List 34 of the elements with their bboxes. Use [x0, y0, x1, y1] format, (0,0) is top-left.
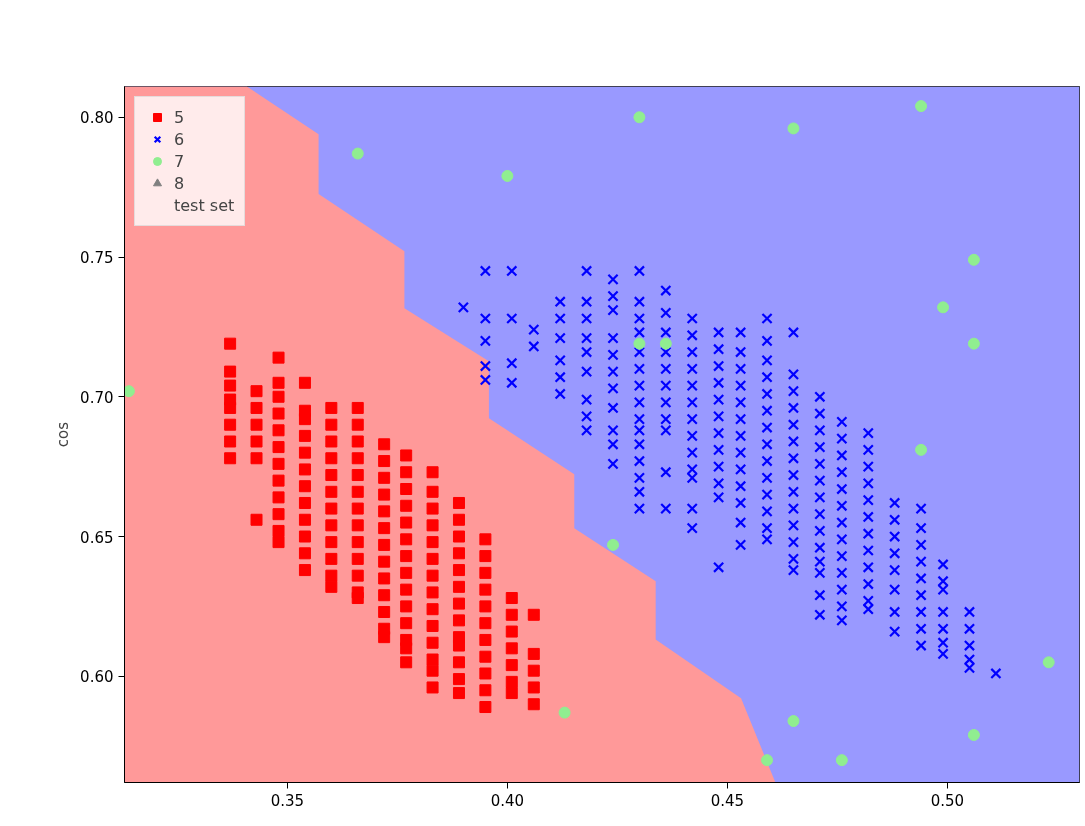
- point: [501, 169, 514, 182]
- point: [915, 443, 928, 456]
- point: [787, 122, 800, 135]
- x-tick-label: 0.35: [270, 791, 305, 810]
- point: [124, 385, 135, 398]
- legend-label: 8: [174, 173, 186, 193]
- x-tick-label: 0.50: [930, 791, 965, 810]
- point: [607, 538, 619, 551]
- point: [967, 337, 980, 350]
- point: [633, 337, 646, 350]
- point: [967, 728, 980, 741]
- point: [967, 253, 980, 266]
- legend-label: 5: [174, 107, 186, 127]
- point: [633, 111, 646, 124]
- point: [937, 301, 950, 314]
- point: [351, 147, 364, 160]
- y-tick-label: 0.70: [80, 388, 114, 407]
- point: [659, 337, 672, 350]
- y-tick-label: 0.65: [80, 528, 114, 547]
- y-tick-label: 0.75: [80, 249, 114, 268]
- y-axis-title: cos: [54, 421, 73, 448]
- x-tick-label: 0.45: [710, 791, 745, 810]
- point: [558, 706, 571, 719]
- point: [761, 754, 774, 767]
- legend-label: 6: [174, 129, 186, 149]
- legend-label: 7: [174, 151, 186, 171]
- y-tick-label: 0.60: [80, 668, 114, 687]
- point: [915, 100, 928, 113]
- text: test set: [174, 195, 235, 215]
- point: [1042, 656, 1055, 669]
- y-tick-label: 0.80: [80, 109, 114, 128]
- point: [787, 715, 800, 727]
- point: [835, 754, 848, 767]
- x-tick-label: 0.40: [490, 791, 525, 810]
